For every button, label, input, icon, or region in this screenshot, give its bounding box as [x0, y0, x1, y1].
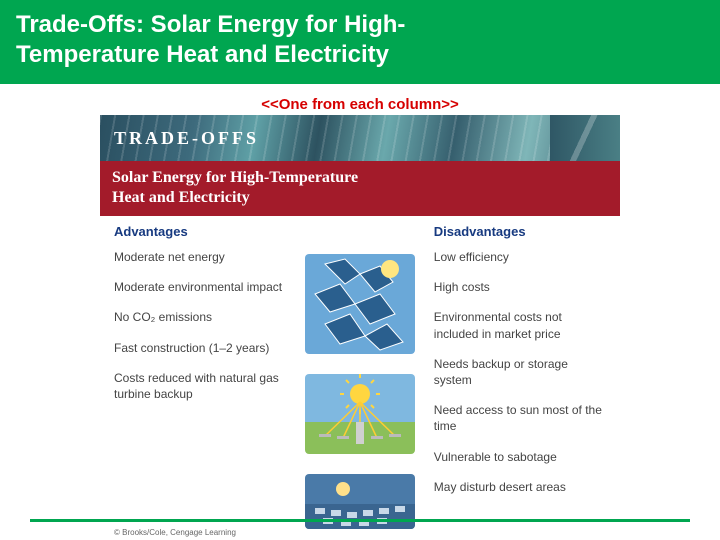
list-item: Costs reduced with natural gas turbine b… — [114, 370, 286, 402]
banner-decor-icon — [550, 115, 620, 161]
disadvantages-heading: Disadvantages — [434, 224, 606, 239]
columns-container: Advantages Moderate net energy Moderate … — [100, 216, 620, 526]
slide-header: Trade-Offs: Solar Energy for High- Tempe… — [0, 0, 720, 84]
content-card: <<One from each column>> TRADE-OFFS Sola… — [100, 92, 620, 539]
list-item: Vulnerable to sabotage — [434, 449, 606, 465]
list-item: Moderate environmental impact — [114, 279, 286, 295]
solar-panel-graphic-icon — [305, 254, 415, 354]
disadvantages-column: Disadvantages Low efficiency High costs … — [434, 224, 606, 520]
sun-tower-graphic-icon — [305, 374, 415, 454]
list-item: Needs backup or storage system — [434, 356, 606, 388]
list-item: No CO₂ emissions — [114, 309, 286, 325]
subtitle-bar: Solar Energy for High-Temperature Heat a… — [100, 161, 620, 216]
subtitle-line-2: Heat and Electricity — [112, 189, 250, 206]
list-item: Moderate net energy — [114, 249, 286, 265]
instruction-text: <<One from each column>> — [100, 92, 620, 115]
slide-title: Trade-Offs: Solar Energy for High- Tempe… — [16, 10, 704, 70]
subtitle-line-1: Solar Energy for High-Temperature — [112, 169, 358, 186]
advantages-heading: Advantages — [114, 224, 286, 239]
list-item: Low efficiency — [434, 249, 606, 265]
center-graphics — [286, 224, 434, 520]
list-item: Need access to sun most of the time — [434, 402, 606, 434]
list-item: Environmental costs not included in mark… — [434, 309, 606, 341]
tradeoffs-banner: TRADE-OFFS — [100, 115, 620, 161]
title-line-2: Temperature Heat and Electricity — [16, 41, 389, 68]
title-line-1: Trade-Offs: Solar Energy for High- — [16, 11, 405, 38]
advantages-column: Advantages Moderate net energy Moderate … — [114, 224, 286, 520]
list-item: May disturb desert areas — [434, 479, 606, 495]
list-item: Fast construction (1–2 years) — [114, 340, 286, 356]
footer-rule — [30, 519, 690, 522]
banner-label: TRADE-OFFS — [114, 128, 259, 149]
list-item: High costs — [434, 279, 606, 295]
